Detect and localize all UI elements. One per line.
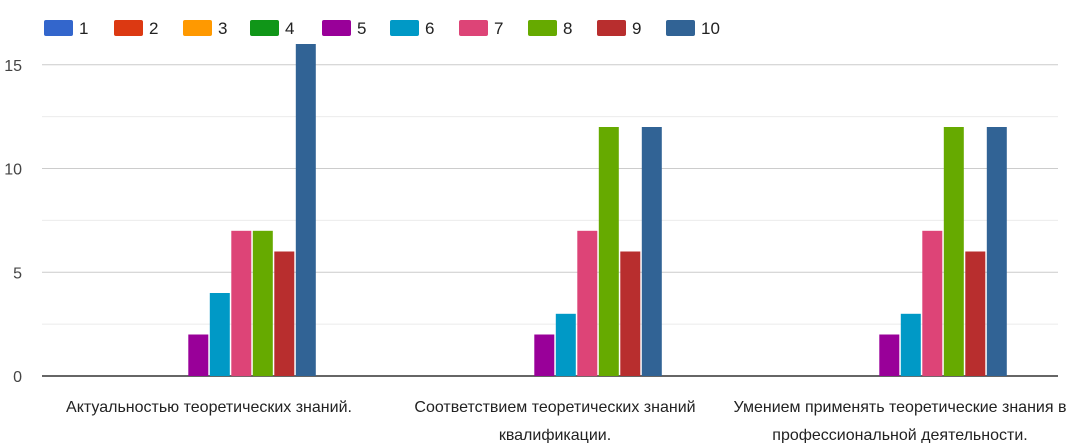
legend-item-8: 8	[528, 19, 572, 38]
bar-series-5-cat-2	[534, 334, 555, 376]
bar-series-8-cat-2	[598, 127, 619, 376]
legend-label: 9	[632, 19, 641, 38]
legend-item-3: 3	[183, 19, 227, 38]
legend-swatch	[322, 20, 351, 36]
legend-label: 2	[149, 19, 158, 38]
legend-item-10: 10	[666, 19, 720, 38]
category-label: Умением применять теоретические знания в…	[734, 399, 1066, 443]
bar-series-8-cat-1	[252, 230, 273, 377]
legend-label: 6	[425, 19, 434, 38]
legend-swatch	[666, 20, 695, 36]
bar-series-6-cat-3	[900, 313, 921, 377]
legend-label: 5	[357, 19, 366, 38]
legend-label: 1	[79, 19, 88, 38]
x-axis-categories: Актуальностью теоретических знаний. Соотв…	[66, 399, 1066, 443]
legend-item-7: 7	[459, 19, 503, 38]
bar-series-10-cat-1	[295, 44, 316, 376]
legend-label: 3	[218, 19, 227, 38]
legend-item-5: 5	[322, 19, 366, 38]
bar-series-10-cat-3	[986, 127, 1007, 376]
legend-item-6: 6	[390, 19, 434, 38]
y-tick-label: 5	[13, 265, 22, 282]
bar-series-6-cat-2	[555, 313, 576, 377]
legend: 1 2 3 4 5 6 7 8 9 10	[44, 19, 720, 38]
legend-item-2: 2	[114, 19, 158, 38]
bar-series-7-cat-2	[577, 230, 598, 377]
bar-series-7-cat-1	[231, 230, 252, 377]
legend-swatch	[250, 20, 279, 36]
y-tick-label: 0	[13, 369, 22, 386]
legend-swatch	[44, 20, 73, 36]
legend-item-9: 9	[597, 19, 641, 38]
legend-swatch	[183, 20, 212, 36]
legend-label: 10	[701, 19, 720, 38]
bar-series-7-cat-3	[922, 230, 943, 377]
legend-swatch	[597, 20, 626, 36]
bar-series-10-cat-2	[641, 127, 662, 376]
legend-item-1: 1	[44, 19, 88, 38]
bar-series-5-cat-1	[188, 334, 209, 376]
legend-swatch	[528, 20, 557, 36]
legend-swatch	[114, 20, 143, 36]
category-label: Актуальностью теоретических знаний.	[66, 399, 352, 416]
category-label: Соответствием теоретических знаний квалиф…	[414, 399, 695, 443]
y-tick-label: 10	[4, 162, 22, 179]
bar-series-8-cat-3	[943, 127, 964, 376]
bar-series-9-cat-1	[274, 251, 295, 376]
y-tick-label: 15	[4, 58, 22, 75]
bar-series-9-cat-2	[620, 251, 641, 376]
legend-swatch	[390, 20, 419, 36]
legend-label: 7	[494, 19, 503, 38]
bar-series-5-cat-3	[879, 334, 900, 376]
legend-label: 4	[285, 19, 294, 38]
legend-swatch	[459, 20, 488, 36]
y-axis-ticks: 0 5 10 15	[4, 58, 22, 386]
bar-series-9-cat-3	[965, 251, 986, 376]
legend-item-4: 4	[250, 19, 294, 38]
legend-label: 8	[563, 19, 572, 38]
bar-series-6-cat-1	[209, 293, 230, 376]
bars	[188, 44, 1007, 377]
